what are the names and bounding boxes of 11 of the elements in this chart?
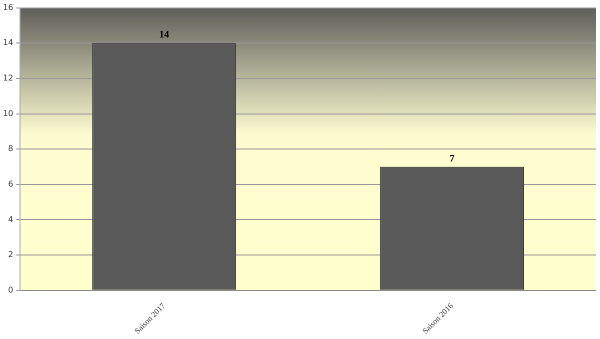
y-tick-label: 10	[2, 108, 14, 118]
y-tick-label: 16	[2, 2, 14, 12]
data-label: 14	[159, 30, 170, 41]
y-tick-label: 6	[8, 180, 14, 188]
y-tick-label: 8	[8, 144, 14, 154]
y-tick-label: 4	[8, 214, 14, 224]
y-tick-label: 12	[2, 74, 14, 83]
y-tick-label: 14	[2, 38, 14, 48]
y-tick-label: 2	[8, 250, 14, 260]
y-tick-label: 0	[8, 285, 14, 294]
data-label: 7	[450, 153, 455, 164]
